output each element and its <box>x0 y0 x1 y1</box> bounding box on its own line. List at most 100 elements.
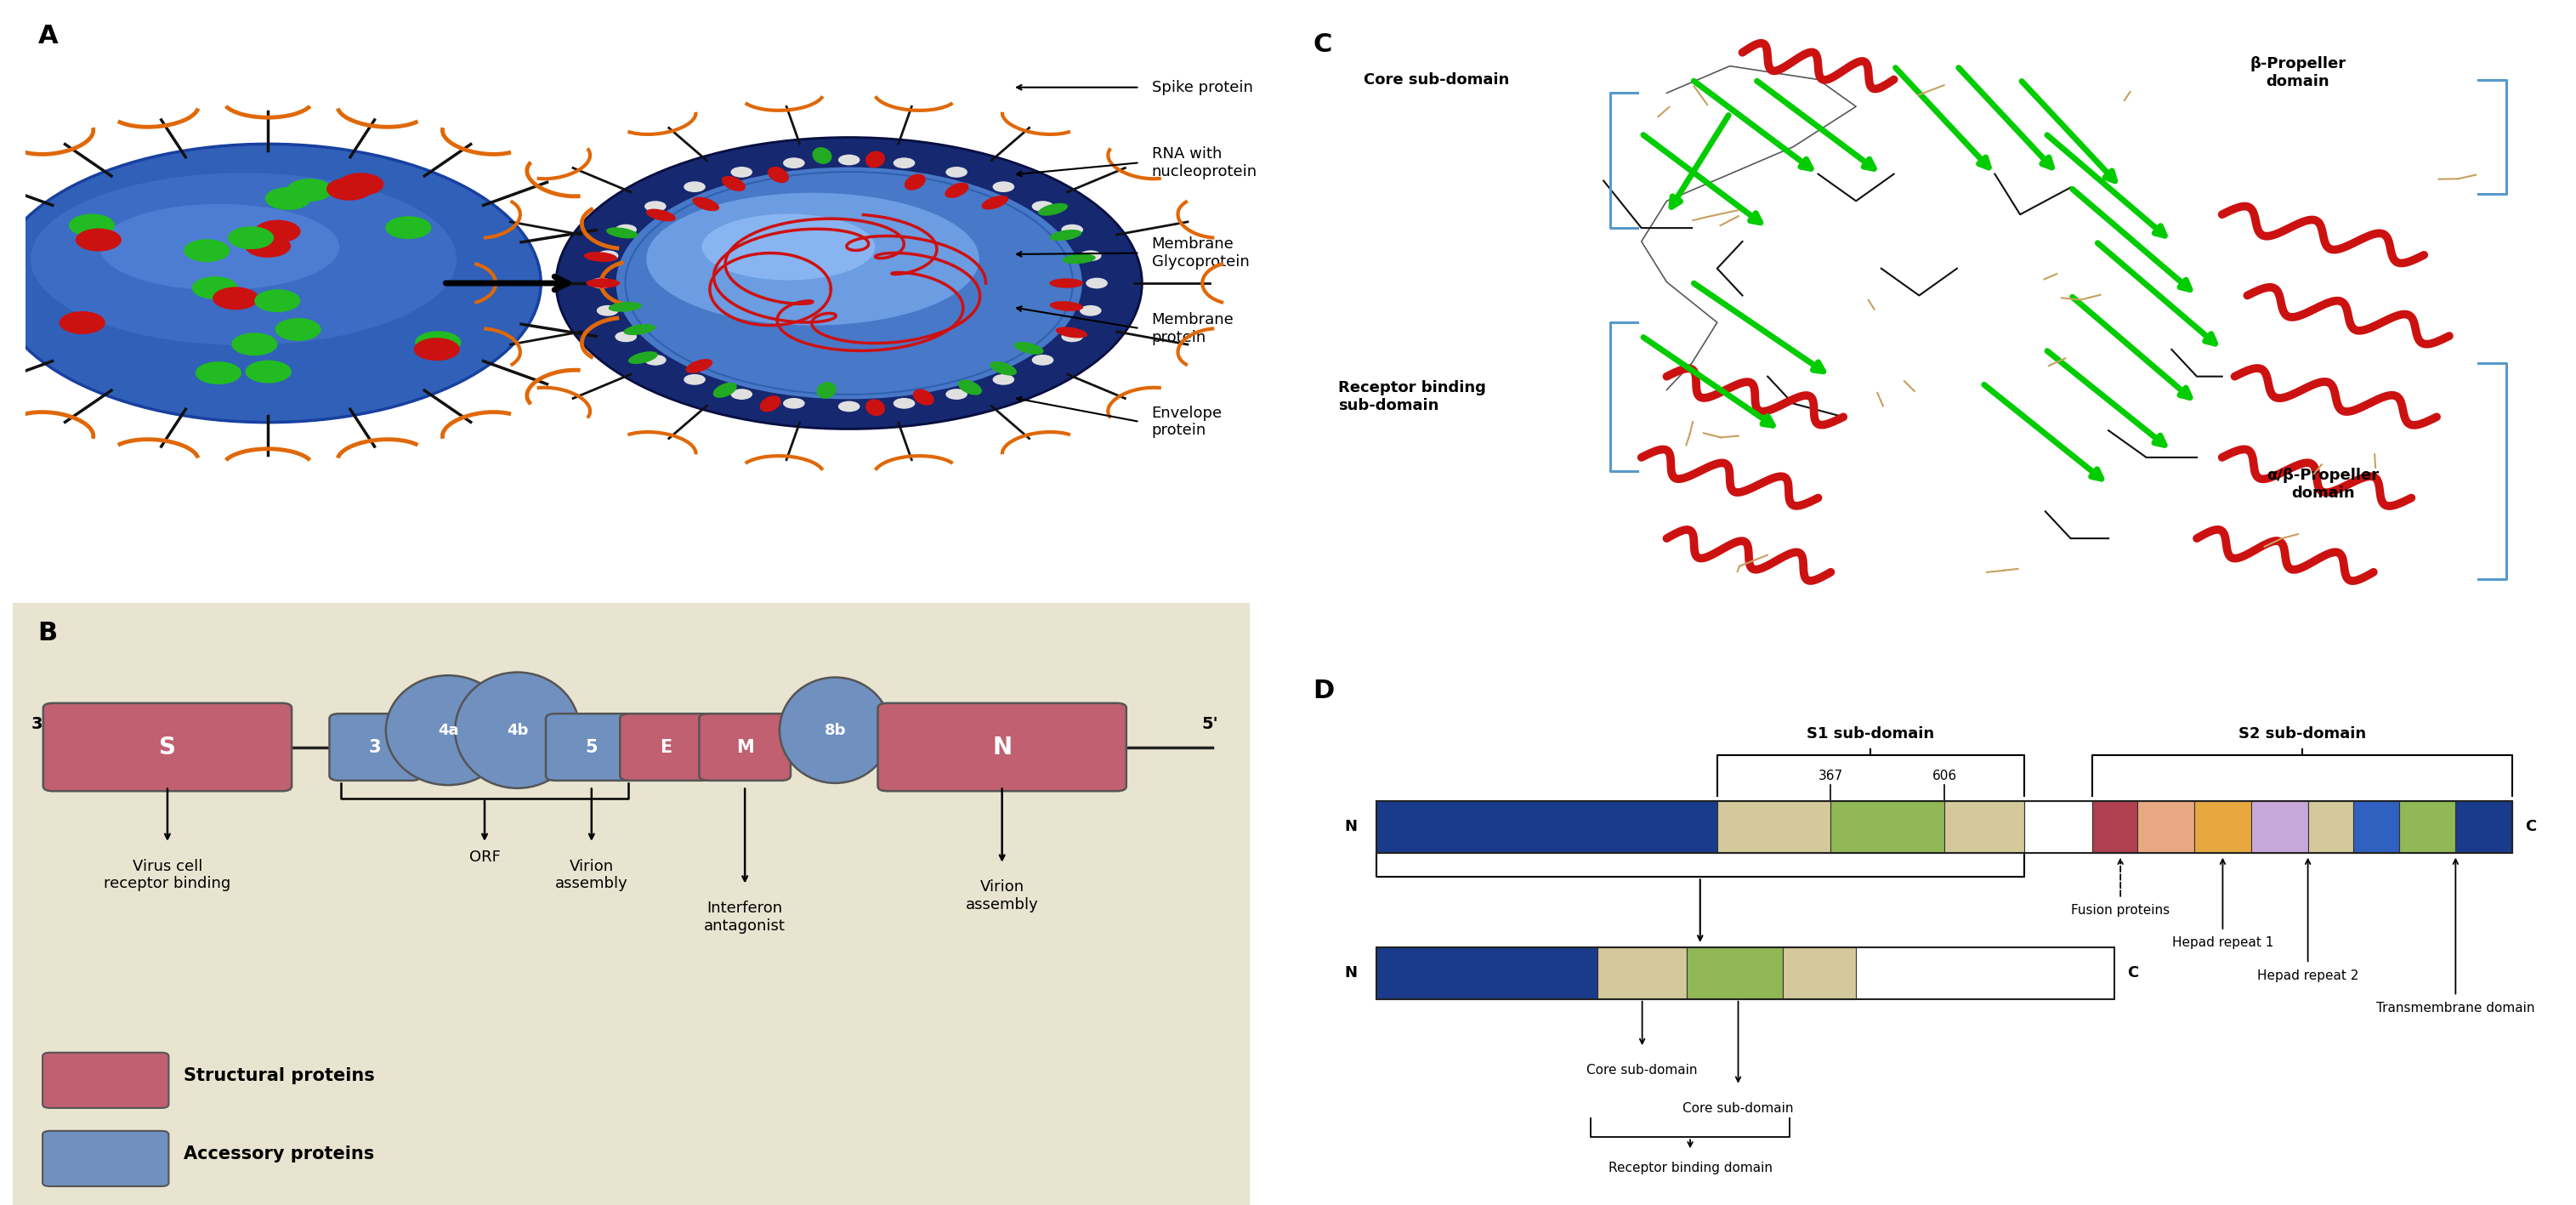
Ellipse shape <box>647 208 675 222</box>
Text: Membrane
Glycoprotein: Membrane Glycoprotein <box>1151 236 1249 270</box>
Circle shape <box>783 158 804 169</box>
Text: 5: 5 <box>585 739 598 756</box>
Circle shape <box>255 221 301 243</box>
Circle shape <box>415 337 459 360</box>
Ellipse shape <box>1038 204 1069 216</box>
Text: A: A <box>39 24 57 48</box>
FancyBboxPatch shape <box>698 713 791 781</box>
Ellipse shape <box>989 361 1018 376</box>
Circle shape <box>245 360 291 383</box>
Bar <box>1376 801 1718 853</box>
Circle shape <box>386 216 430 239</box>
Text: Transmembrane domain: Transmembrane domain <box>2375 1001 2535 1015</box>
Circle shape <box>59 311 106 334</box>
Ellipse shape <box>0 143 541 422</box>
Circle shape <box>992 374 1015 384</box>
Text: RNA with
nucleoprotein: RNA with nucleoprotein <box>1151 146 1257 180</box>
Bar <box>2308 801 2354 853</box>
Ellipse shape <box>605 228 639 239</box>
Bar <box>1783 947 1857 999</box>
FancyBboxPatch shape <box>330 713 420 781</box>
Ellipse shape <box>817 382 837 399</box>
Text: Core sub-domain: Core sub-domain <box>1682 1101 1793 1115</box>
FancyBboxPatch shape <box>44 703 291 790</box>
Text: S1 sub-domain: S1 sub-domain <box>1806 727 1935 741</box>
Ellipse shape <box>1056 327 1087 339</box>
Text: Structural proteins: Structural proteins <box>183 1066 374 1085</box>
Bar <box>2251 801 2308 853</box>
Text: 4b: 4b <box>507 723 528 737</box>
Circle shape <box>837 401 860 412</box>
Ellipse shape <box>693 196 719 211</box>
Text: Virion
assembly: Virion assembly <box>554 858 629 892</box>
FancyBboxPatch shape <box>546 713 636 781</box>
Text: C: C <box>1314 33 1332 57</box>
Circle shape <box>245 235 291 258</box>
Circle shape <box>732 389 752 400</box>
Ellipse shape <box>585 252 618 261</box>
FancyBboxPatch shape <box>621 713 711 781</box>
Circle shape <box>232 333 278 355</box>
FancyBboxPatch shape <box>878 703 1126 790</box>
Text: β-Propeller
domain: β-Propeller domain <box>2249 57 2347 89</box>
Bar <box>2195 801 2251 853</box>
Circle shape <box>644 354 667 365</box>
Ellipse shape <box>866 399 886 416</box>
Text: C: C <box>2524 819 2537 834</box>
Text: ORF: ORF <box>469 850 500 865</box>
Circle shape <box>598 305 618 316</box>
Circle shape <box>598 251 618 261</box>
Circle shape <box>227 227 273 249</box>
Circle shape <box>276 318 322 341</box>
Ellipse shape <box>912 389 935 405</box>
FancyBboxPatch shape <box>44 1053 167 1109</box>
Ellipse shape <box>904 174 925 190</box>
Circle shape <box>196 361 242 384</box>
Text: 3': 3' <box>31 716 49 731</box>
Circle shape <box>1033 354 1054 365</box>
Text: Core sub-domain: Core sub-domain <box>1587 1064 1698 1077</box>
Circle shape <box>255 289 301 312</box>
Text: N: N <box>1345 965 1358 981</box>
FancyBboxPatch shape <box>44 1130 167 1186</box>
Ellipse shape <box>768 166 788 183</box>
Text: 3: 3 <box>368 739 381 756</box>
Circle shape <box>415 331 461 354</box>
Circle shape <box>644 201 667 212</box>
Ellipse shape <box>721 176 744 192</box>
Circle shape <box>327 177 374 200</box>
Ellipse shape <box>714 382 737 398</box>
Circle shape <box>894 158 914 169</box>
Circle shape <box>894 398 914 408</box>
Ellipse shape <box>701 213 876 280</box>
Circle shape <box>1061 331 1082 342</box>
Text: Virion
assembly: Virion assembly <box>966 880 1038 912</box>
Ellipse shape <box>31 172 456 345</box>
Bar <box>2092 801 2138 853</box>
Bar <box>1945 801 2025 853</box>
Text: Accessory proteins: Accessory proteins <box>183 1145 374 1163</box>
Circle shape <box>1079 251 1103 261</box>
Text: M: M <box>737 739 755 756</box>
Ellipse shape <box>386 675 510 786</box>
Circle shape <box>75 229 121 252</box>
Ellipse shape <box>781 677 891 783</box>
Circle shape <box>616 331 636 342</box>
Circle shape <box>837 154 860 165</box>
Ellipse shape <box>623 324 654 335</box>
Text: N: N <box>992 735 1012 759</box>
Ellipse shape <box>616 167 1082 399</box>
Text: 5': 5' <box>1203 716 1218 731</box>
Ellipse shape <box>556 137 1141 429</box>
Text: D: D <box>1314 680 1334 704</box>
Circle shape <box>732 166 752 177</box>
Bar <box>2455 801 2512 853</box>
Bar <box>1376 947 2115 999</box>
Bar <box>1597 947 1687 999</box>
Circle shape <box>683 374 706 384</box>
Text: S2 sub-domain: S2 sub-domain <box>2239 727 2365 741</box>
Ellipse shape <box>981 195 1007 210</box>
Bar <box>2025 801 2092 853</box>
Text: 4a: 4a <box>438 723 459 737</box>
Circle shape <box>265 187 312 210</box>
